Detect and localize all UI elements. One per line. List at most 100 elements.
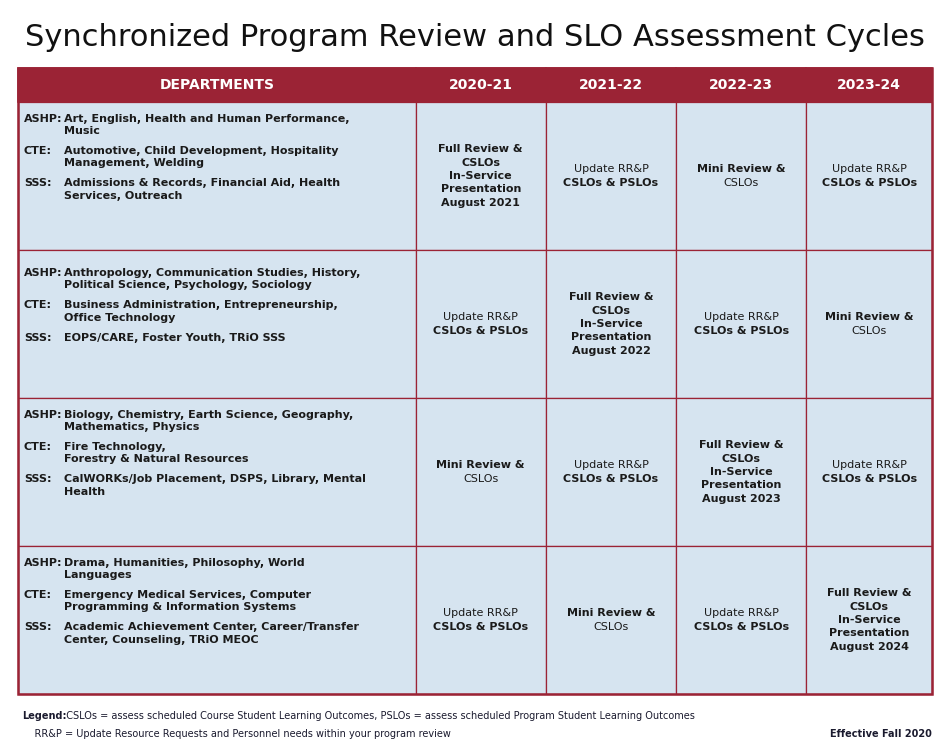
Text: August 2024: August 2024 [829,642,908,652]
Bar [415,250,546,398]
Bar [546,250,676,398]
Text: Full Review &: Full Review & [569,292,654,302]
Text: Mini Review &: Mini Review & [697,164,786,174]
Text: Office Technology: Office Technology [64,313,176,322]
Bar [546,68,676,102]
Text: CSLOs: CSLOs [724,178,759,188]
Bar [807,250,932,398]
Bar [807,398,932,546]
Text: Mathematics, Physics: Mathematics, Physics [64,422,200,432]
Text: Update RR&P: Update RR&P [444,312,518,322]
Text: SSS:: SSS: [24,178,51,188]
Text: Business Administration, Entrepreneurship,: Business Administration, Entrepreneurshi… [64,300,338,310]
Text: In-Service: In-Service [580,319,642,329]
Text: Presentation: Presentation [829,628,909,638]
Text: ASHP:: ASHP: [24,557,63,568]
Bar [415,68,546,102]
Text: 2023-24: 2023-24 [837,78,902,92]
Text: Update RR&P: Update RR&P [574,164,649,174]
Text: CSLOs: CSLOs [463,474,499,484]
Text: Update RR&P: Update RR&P [704,312,779,322]
Text: Admissions & Records, Financial Aid, Health: Admissions & Records, Financial Aid, Hea… [64,178,340,188]
Text: ASHP:: ASHP: [24,410,63,419]
Text: Update RR&P: Update RR&P [831,460,906,470]
Bar [676,398,807,546]
Text: Legend:: Legend: [22,711,66,721]
Text: CSLOs = assess scheduled Course Student Learning Outcomes, PSLOs = assess schedu: CSLOs = assess scheduled Course Student … [60,711,694,721]
Bar [415,398,546,546]
Bar [415,102,546,250]
Text: EOPS/CARE, Foster Youth, TRiO SSS: EOPS/CARE, Foster Youth, TRiO SSS [64,333,286,343]
Text: Health: Health [64,487,105,497]
Text: Full Review &: Full Review & [826,588,911,598]
Text: CSLOs & PSLOs: CSLOs & PSLOs [433,326,528,336]
Bar [676,250,807,398]
Bar [18,102,415,250]
Bar [415,546,546,694]
Bar [18,546,415,694]
Text: Update RR&P: Update RR&P [704,608,779,618]
Bar [676,102,807,250]
Bar [807,546,932,694]
Text: Drama, Humanities, Philosophy, World: Drama, Humanities, Philosophy, World [64,557,305,568]
Text: CTE:: CTE: [24,300,52,310]
Text: CSLOs: CSLOs [592,305,631,316]
Text: In-Service: In-Service [449,171,512,181]
Text: CTE:: CTE: [24,442,52,452]
Text: In-Service: In-Service [710,467,772,477]
Text: ASHP:: ASHP: [24,113,63,124]
Text: CSLOs: CSLOs [722,454,761,464]
Text: Mini Review &: Mini Review & [825,312,913,322]
Text: CSLOs & PSLOs: CSLOs & PSLOs [822,474,917,484]
Text: Full Review &: Full Review & [439,144,522,154]
Text: DEPARTMENTS: DEPARTMENTS [160,78,275,92]
Text: Management, Welding: Management, Welding [64,158,204,169]
Text: Academic Achievement Center, Career/Transfer: Academic Achievement Center, Career/Tran… [64,622,359,632]
Text: 2022-23: 2022-23 [710,78,773,92]
Text: Presentation: Presentation [441,184,521,194]
Text: Mini Review &: Mini Review & [567,608,656,618]
Text: Forestry & Natural Resources: Forestry & Natural Resources [64,454,249,464]
Bar [18,68,932,694]
Bar [18,68,415,102]
Text: SSS:: SSS: [24,622,51,632]
Text: CSLOs: CSLOs [461,158,501,167]
Text: Update RR&P: Update RR&P [831,164,906,174]
Text: Anthropology, Communication Studies, History,: Anthropology, Communication Studies, His… [64,268,360,278]
Bar [546,102,676,250]
Text: Biology, Chemistry, Earth Science, Geography,: Biology, Chemistry, Earth Science, Geogr… [64,410,353,419]
Text: Fire Technology,: Fire Technology, [64,442,165,452]
Text: August 2022: August 2022 [572,346,651,356]
Text: Mini Review &: Mini Review & [436,460,525,470]
Text: SSS:: SSS: [24,333,51,343]
Text: CSLOs: CSLOs [594,622,629,632]
Bar [807,102,932,250]
Text: Music: Music [64,126,100,136]
Text: RR&P = Update Resource Requests and Personnel needs within your program review: RR&P = Update Resource Requests and Pers… [22,729,451,739]
Text: CSLOs & PSLOs: CSLOs & PSLOs [694,326,788,336]
Text: CTE:: CTE: [24,146,52,156]
Text: Languages: Languages [64,570,132,580]
Text: Effective Fall 2020: Effective Fall 2020 [830,729,932,739]
Text: CSLOs & PSLOs: CSLOs & PSLOs [433,622,528,632]
Text: August 2023: August 2023 [702,494,781,504]
Bar [18,398,415,546]
Text: CSLOs & PSLOs: CSLOs & PSLOs [694,622,788,632]
Text: ASHP:: ASHP: [24,268,63,278]
Text: CSLOs & PSLOs: CSLOs & PSLOs [563,178,658,188]
Text: CSLOs: CSLOs [851,326,886,336]
Text: Art, English, Health and Human Performance,: Art, English, Health and Human Performan… [64,113,350,124]
Bar [18,250,415,398]
Bar [807,68,932,102]
Text: 2020-21: 2020-21 [448,78,513,92]
Text: Emergency Medical Services, Computer: Emergency Medical Services, Computer [64,590,312,600]
Bar [546,546,676,694]
Text: In-Service: In-Service [838,615,901,625]
Text: Presentation: Presentation [571,332,651,343]
Text: Center, Counseling, TRiO MEOC: Center, Counseling, TRiO MEOC [64,635,258,645]
Text: CalWORKs/Job Placement, DSPS, Library, Mental: CalWORKs/Job Placement, DSPS, Library, M… [64,475,366,484]
Text: Update RR&P: Update RR&P [444,608,518,618]
Text: Update RR&P: Update RR&P [574,460,649,470]
Text: 2021-22: 2021-22 [579,78,643,92]
Text: Programming & Information Systems: Programming & Information Systems [64,602,296,613]
